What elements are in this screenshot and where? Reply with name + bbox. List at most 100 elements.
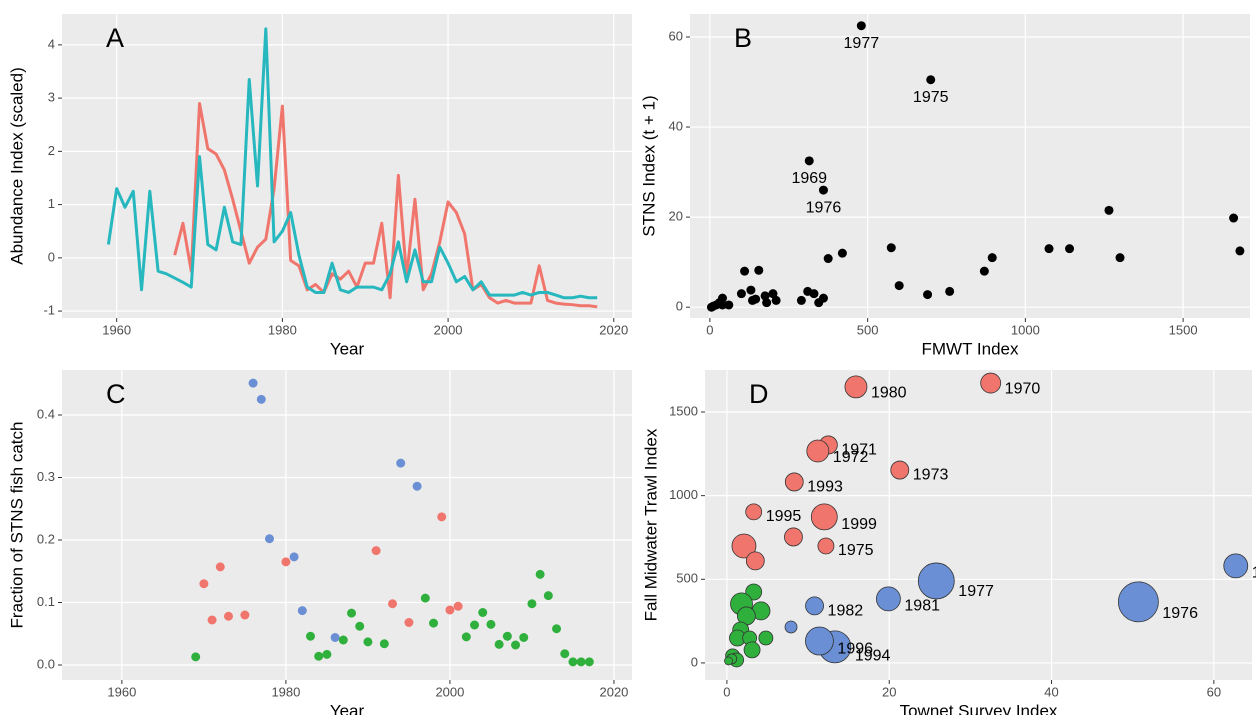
panel-label: C xyxy=(106,379,126,409)
point xyxy=(762,298,772,308)
y-tick-label: 0 xyxy=(48,249,55,264)
point xyxy=(437,512,447,522)
point xyxy=(736,289,746,299)
point xyxy=(945,286,955,296)
point xyxy=(248,378,258,388)
x-axis-title: Townet Survey Index xyxy=(900,701,1058,715)
bubble xyxy=(810,503,838,531)
line xyxy=(173,101,598,309)
y-tick-label: 4 xyxy=(48,36,55,51)
y-tick-label: 0.1 xyxy=(37,594,55,609)
plot-background xyxy=(62,370,632,680)
point xyxy=(796,295,806,305)
point xyxy=(818,293,828,303)
point xyxy=(576,657,586,667)
y-tick-label: 1000 xyxy=(669,487,698,502)
plot-background xyxy=(690,14,1250,318)
point xyxy=(552,624,562,634)
y-tick-label: 40 xyxy=(669,118,683,133)
point xyxy=(445,605,455,615)
y-tick-label: 20 xyxy=(669,209,683,224)
point xyxy=(706,302,716,312)
bubble xyxy=(917,562,955,600)
x-axis-title: FMWT Index xyxy=(922,339,1019,358)
bubble xyxy=(890,460,910,480)
point xyxy=(461,632,471,642)
point xyxy=(923,290,933,300)
y-axis-title: Abundance Index (scaled) xyxy=(7,67,26,265)
point xyxy=(740,266,750,276)
point-label: 1975 xyxy=(913,89,949,106)
point xyxy=(404,618,414,627)
point xyxy=(760,291,770,301)
point xyxy=(979,266,989,276)
y-tick-label: 1 xyxy=(48,196,55,211)
point xyxy=(240,610,250,620)
point xyxy=(347,608,357,618)
line xyxy=(106,27,598,300)
bubble xyxy=(743,641,761,659)
point xyxy=(256,394,266,404)
point-label: 1994 xyxy=(855,648,891,665)
point xyxy=(429,618,439,628)
point-label: 1996 xyxy=(837,641,873,658)
point xyxy=(371,546,381,556)
point xyxy=(264,534,274,544)
point xyxy=(412,481,422,491)
y-axis-title: Fall Midwater Trawl Index xyxy=(641,428,660,621)
point xyxy=(297,606,307,616)
panel-label: D xyxy=(749,379,769,409)
y-tick-label: -1 xyxy=(43,303,55,318)
point xyxy=(754,265,764,275)
point xyxy=(1065,244,1075,254)
x-tick-label: 2000 xyxy=(435,684,464,699)
point-label: 1999 xyxy=(841,516,877,533)
point xyxy=(478,608,488,617)
y-axis-title: Fraction of STNS fish catch xyxy=(7,422,26,629)
bubble xyxy=(805,596,824,616)
point xyxy=(886,243,896,253)
point xyxy=(494,639,504,649)
point-label: 1980 xyxy=(871,385,907,402)
bubble xyxy=(784,620,798,634)
y-tick-label: 0.4 xyxy=(37,406,55,421)
point xyxy=(535,569,545,579)
point xyxy=(322,649,332,659)
point xyxy=(818,185,828,195)
x-axis-title: Year xyxy=(330,339,365,358)
point-label: 1977 xyxy=(844,35,880,52)
point xyxy=(453,601,463,611)
point xyxy=(281,557,291,567)
point xyxy=(223,611,233,621)
y-tick-label: 2 xyxy=(48,143,55,158)
point xyxy=(1229,213,1239,223)
point-label: 1977 xyxy=(958,583,994,600)
point xyxy=(584,657,594,667)
bubble xyxy=(876,586,901,612)
y-tick-label: 500 xyxy=(676,571,698,586)
x-tick-label: 1980 xyxy=(268,322,297,337)
point xyxy=(1044,244,1054,254)
point xyxy=(724,300,734,310)
y-tick-label: 0.0 xyxy=(37,656,55,671)
bubble xyxy=(784,472,804,492)
point xyxy=(215,562,225,572)
point xyxy=(199,579,209,589)
point-label: 1982 xyxy=(828,603,864,620)
point xyxy=(568,657,578,667)
point-label: 1976 xyxy=(1162,605,1198,622)
point-label: 1993 xyxy=(807,479,843,496)
y-axis-title: STNS Index (t + 1) xyxy=(639,95,658,236)
point-label: 1975 xyxy=(838,542,874,559)
bubble xyxy=(1223,553,1249,579)
point xyxy=(894,281,904,291)
point-label: 1971 xyxy=(841,442,877,459)
point xyxy=(306,631,316,641)
x-axis-title: Year xyxy=(330,701,365,715)
bubble xyxy=(805,626,834,656)
panel-label: A xyxy=(106,23,124,53)
x-tick-label: 20 xyxy=(882,684,896,699)
point xyxy=(926,75,936,85)
